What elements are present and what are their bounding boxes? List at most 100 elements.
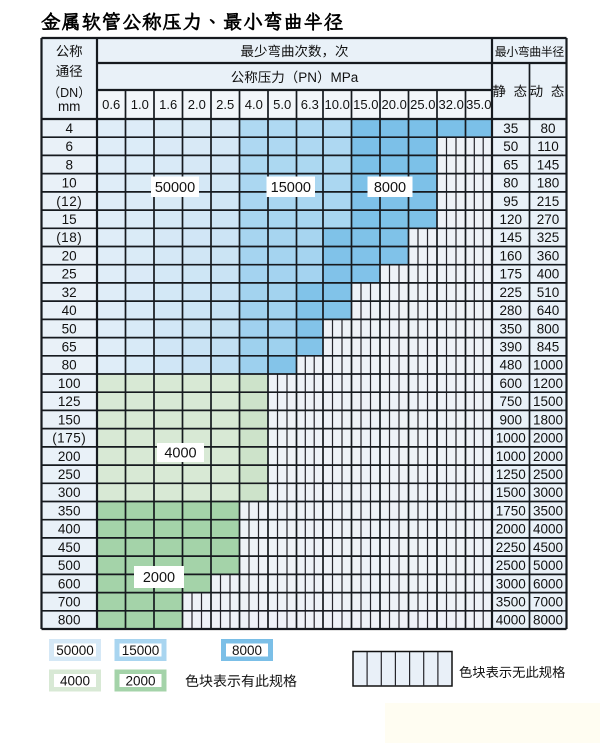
svg-text:845: 845 (537, 340, 560, 355)
svg-text:2000: 2000 (533, 431, 563, 446)
svg-text:65: 65 (503, 157, 518, 172)
svg-text:2500: 2500 (496, 558, 526, 573)
svg-text:最少弯曲次数，次: 最少弯曲次数，次 (241, 40, 349, 60)
svg-text:0.6: 0.6 (102, 97, 120, 112)
svg-text:600: 600 (58, 576, 81, 591)
svg-text:4.0: 4.0 (245, 97, 263, 112)
svg-text:25: 25 (62, 267, 77, 282)
svg-text:2000: 2000 (143, 570, 175, 586)
svg-text:2250: 2250 (496, 540, 526, 555)
svg-text:1000: 1000 (496, 431, 526, 446)
svg-text:2000: 2000 (533, 449, 563, 464)
svg-text:公称: 公称 (56, 40, 83, 60)
svg-text:150: 150 (58, 412, 81, 427)
svg-text:390: 390 (500, 340, 523, 355)
svg-text:公称压力（PN）MPa: 公称压力（PN）MPa (231, 66, 359, 86)
svg-text:25.0: 25.0 (410, 97, 435, 112)
svg-text:110: 110 (537, 139, 559, 154)
svg-text:1000: 1000 (533, 358, 563, 373)
svg-text:最小弯曲半径: 最小弯曲半径 (495, 43, 565, 60)
svg-text:4000: 4000 (496, 613, 526, 628)
svg-text:350: 350 (58, 503, 81, 518)
svg-text:35: 35 (503, 121, 518, 136)
svg-text:175: 175 (500, 267, 523, 282)
svg-text:325: 325 (537, 230, 560, 245)
svg-text:1.6: 1.6 (159, 97, 177, 112)
svg-text:4000: 4000 (60, 673, 90, 688)
svg-text:15000: 15000 (271, 180, 311, 196)
svg-text:8000: 8000 (533, 613, 563, 628)
svg-text:3000: 3000 (533, 485, 563, 500)
svg-text:50: 50 (503, 139, 518, 154)
svg-text:480: 480 (500, 358, 523, 373)
svg-text:32.0: 32.0 (439, 97, 464, 112)
svg-text:270: 270 (537, 212, 560, 227)
svg-text:4500: 4500 (533, 540, 563, 555)
svg-text:50000: 50000 (155, 180, 195, 196)
svg-text:280: 280 (500, 303, 523, 318)
svg-text:400: 400 (537, 267, 560, 282)
svg-text:80: 80 (503, 176, 518, 191)
svg-text:750: 750 (500, 394, 523, 409)
svg-text:8000: 8000 (232, 643, 262, 658)
svg-text:静 态: 静 态 (492, 80, 529, 100)
svg-text:2000: 2000 (496, 522, 526, 537)
svg-text:色块表示无此规格: 色块表示无此规格 (459, 662, 565, 681)
svg-text:4000: 4000 (533, 522, 563, 537)
svg-text:35.0: 35.0 (466, 97, 491, 112)
svg-text:700: 700 (58, 595, 81, 610)
svg-text:15: 15 (62, 212, 77, 227)
svg-text:300: 300 (58, 485, 81, 500)
svg-text:15.0: 15.0 (353, 97, 378, 112)
svg-text:3500: 3500 (496, 595, 526, 610)
svg-text:6.3: 6.3 (301, 97, 319, 112)
svg-text:4: 4 (65, 121, 73, 136)
svg-text:400: 400 (58, 522, 81, 537)
svg-text:3500: 3500 (533, 503, 563, 518)
svg-text:动 态: 动 态 (530, 80, 567, 100)
svg-text:120: 120 (500, 212, 523, 227)
svg-text:800: 800 (537, 321, 560, 336)
svg-text:215: 215 (537, 194, 560, 209)
svg-text:2.0: 2.0 (188, 97, 206, 112)
svg-text:5000: 5000 (533, 558, 563, 573)
svg-text:2.5: 2.5 (216, 97, 234, 112)
svg-text:145: 145 (537, 157, 560, 172)
svg-text:1750: 1750 (496, 503, 526, 518)
svg-text:(175): (175) (52, 431, 86, 446)
svg-text:4000: 4000 (164, 446, 196, 462)
svg-text:100: 100 (58, 376, 81, 391)
svg-text:8: 8 (65, 157, 73, 172)
svg-text:金属软管公称压力、最小弯曲半径: 金属软管公称压力、最小弯曲半径 (41, 9, 344, 35)
svg-text:510: 510 (537, 285, 560, 300)
svg-text:2500: 2500 (533, 467, 563, 482)
svg-text:200: 200 (58, 449, 81, 464)
svg-text:7000: 7000 (533, 595, 563, 610)
svg-text:145: 145 (500, 230, 523, 245)
svg-text:1800: 1800 (533, 412, 563, 427)
svg-text:350: 350 (500, 321, 523, 336)
svg-text:500: 500 (58, 558, 81, 573)
svg-text:20.0: 20.0 (382, 97, 407, 112)
svg-text:色块表示有此规格: 色块表示有此规格 (185, 671, 297, 691)
svg-text:通径: 通径 (56, 60, 83, 80)
svg-text:450: 450 (58, 540, 81, 555)
svg-text:2000: 2000 (125, 673, 155, 688)
svg-text:900: 900 (500, 412, 523, 427)
svg-text:65: 65 (62, 340, 77, 355)
svg-text:40: 40 (62, 303, 77, 318)
svg-text:20: 20 (62, 248, 77, 263)
svg-text:3000: 3000 (496, 576, 526, 591)
svg-text:15000: 15000 (122, 643, 160, 658)
svg-text:50000: 50000 (56, 643, 94, 658)
svg-text:（DN）: （DN） (48, 82, 91, 101)
svg-text:10.0: 10.0 (325, 97, 350, 112)
svg-text:1000: 1000 (496, 449, 526, 464)
svg-text:125: 125 (58, 394, 81, 409)
svg-text:225: 225 (500, 285, 523, 300)
svg-text:95: 95 (503, 194, 518, 209)
svg-text:1500: 1500 (533, 394, 563, 409)
svg-text:1250: 1250 (496, 467, 526, 482)
svg-text:250: 250 (58, 467, 81, 482)
svg-text:1.0: 1.0 (131, 97, 149, 112)
